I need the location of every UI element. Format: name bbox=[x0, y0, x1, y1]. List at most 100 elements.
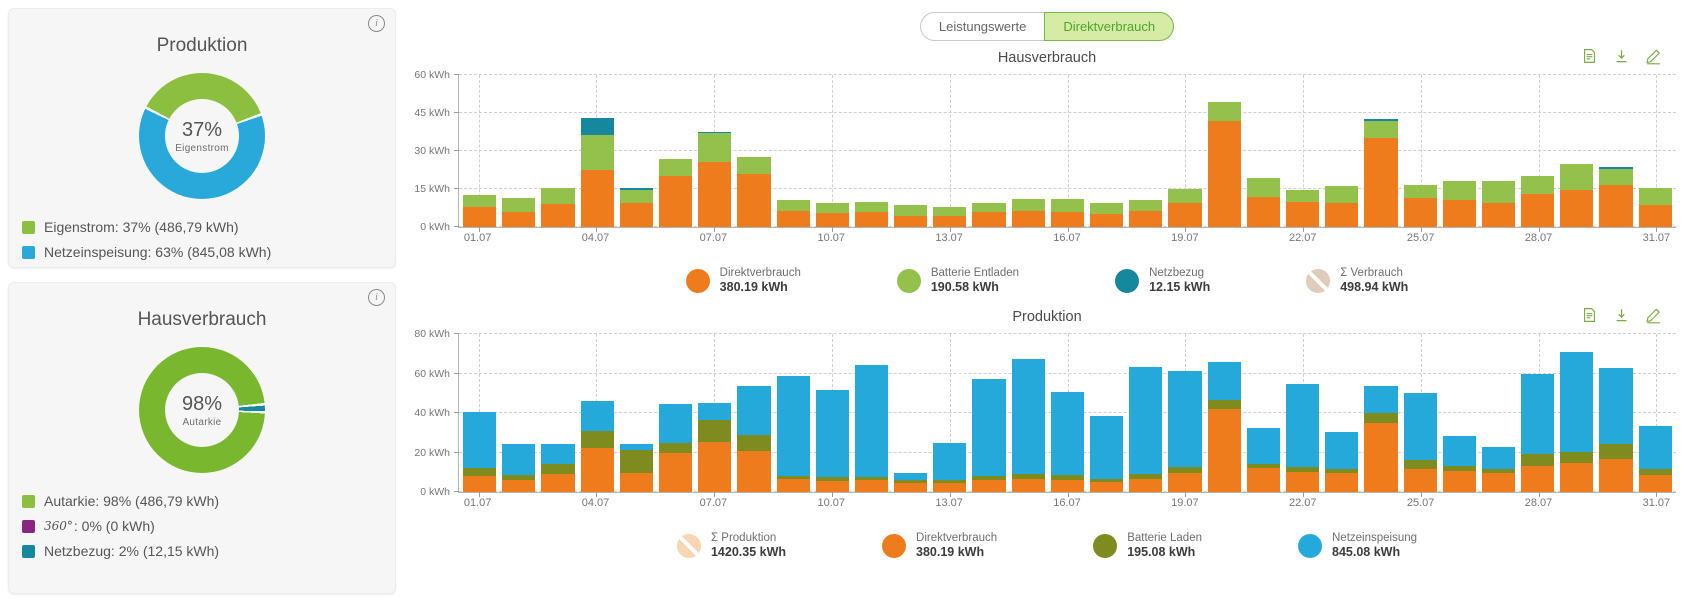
bar-segment bbox=[698, 419, 732, 442]
legend-item: Netzeinspeisung: 63% (845,08 kWh) bbox=[22, 244, 395, 260]
bar-segment bbox=[502, 197, 536, 212]
download-icon[interactable] bbox=[1613, 47, 1630, 65]
bar-segment bbox=[972, 379, 1006, 477]
legend-dot bbox=[676, 534, 701, 558]
bar-segment bbox=[1090, 415, 1124, 480]
chart-legend-item[interactable]: Netzbezug 12.15 kWh bbox=[1115, 260, 1210, 302]
x-tick bbox=[1538, 492, 1540, 497]
bar-segment bbox=[1207, 400, 1241, 410]
bar-segment bbox=[815, 477, 849, 482]
y-tick bbox=[454, 150, 459, 151]
chart-legend-item[interactable]: Batterie Laden 195.08 kWh bbox=[1093, 525, 1202, 567]
donut-ring bbox=[139, 73, 265, 199]
bar-segment bbox=[1246, 464, 1280, 469]
legend-series-value: 190.58 kWh bbox=[930, 280, 999, 295]
legend-series-name: Direktverbrauch bbox=[719, 267, 801, 279]
bar-segment bbox=[1246, 427, 1280, 465]
v-gridline bbox=[1656, 75, 1658, 227]
card-title: Produktion bbox=[156, 35, 248, 56]
v-gridline bbox=[831, 75, 833, 227]
chart-legend-item[interactable]: Direktverbrauch 380.19 kWh bbox=[882, 525, 997, 567]
bar-segment bbox=[463, 195, 497, 207]
bar-segment bbox=[1050, 211, 1084, 227]
bar-segment bbox=[1442, 466, 1476, 472]
info-icon[interactable]: i bbox=[368, 289, 385, 306]
stacked-bar bbox=[1599, 75, 1633, 227]
plot-area: 0 kWh 20 kWh 40 kWh 60 kWh 80 kWh bbox=[414, 328, 1676, 498]
bar-segment bbox=[698, 441, 732, 492]
edit-icon[interactable] bbox=[1645, 47, 1662, 65]
donut-value: 98% bbox=[181, 392, 223, 415]
bar-segment bbox=[972, 476, 1006, 481]
bar-segment bbox=[1364, 422, 1398, 492]
x-tick bbox=[1420, 492, 1422, 497]
bar-segment bbox=[1599, 166, 1633, 169]
x-axis-label: 16.07 bbox=[1053, 497, 1081, 509]
bar-segment bbox=[1599, 185, 1633, 227]
x-axis-label: 28.07 bbox=[1524, 497, 1553, 509]
x-axis-label: 07.07 bbox=[699, 497, 728, 509]
bar-segment bbox=[1560, 463, 1594, 492]
x-axis-label: 10.07 bbox=[817, 497, 846, 509]
chart-legend-item[interactable]: Σ Produktion 1420.35 kWh bbox=[676, 525, 786, 567]
y-tick bbox=[454, 112, 459, 113]
toggle-direktverbrauch[interactable]: Direktverbrauch bbox=[1044, 12, 1175, 41]
bar-segment bbox=[972, 202, 1006, 212]
bar-segment bbox=[658, 176, 693, 227]
bar-segment bbox=[502, 211, 536, 227]
download-icon[interactable] bbox=[1613, 306, 1630, 324]
info-icon[interactable]: i bbox=[368, 15, 385, 32]
edit-icon[interactable] bbox=[1645, 306, 1662, 324]
bar-segment bbox=[894, 215, 928, 227]
bar-segment bbox=[933, 483, 967, 492]
bar-segment bbox=[933, 215, 967, 227]
stacked-bar bbox=[1011, 334, 1045, 492]
stacked-bar bbox=[502, 334, 536, 492]
bar-segment bbox=[894, 205, 928, 216]
chart-legend-item[interactable]: Batterie Entladen 190.58 kWh bbox=[896, 260, 1019, 302]
chart-legend-item[interactable]: Netzeinspeisung 845.08 kWh bbox=[1298, 525, 1417, 567]
donut-center: 98% Autarkie bbox=[139, 347, 265, 473]
bar-segment bbox=[541, 187, 575, 205]
stacked-bar bbox=[1129, 334, 1163, 492]
x-axis-label: 31.07 bbox=[1642, 497, 1671, 509]
chart-legend-item[interactable]: Σ Verbrauch 498.94 kWh bbox=[1306, 260, 1408, 302]
stacked-bar bbox=[815, 334, 849, 492]
x-tick bbox=[1303, 227, 1305, 232]
donut-value: 37% bbox=[181, 118, 223, 141]
legend-series-name: Batterie Laden bbox=[1127, 532, 1202, 544]
bar-segment bbox=[658, 452, 693, 492]
bar-segment bbox=[1129, 479, 1163, 492]
x-axis-label: 07.07 bbox=[699, 232, 728, 244]
bar-segment bbox=[541, 204, 575, 227]
legend-swatch bbox=[22, 519, 35, 533]
hausverbrauch-chart: Hausverbrauch 0 kWh 15 kWh 30 kWh 45 kWh 60 … bbox=[402, 47, 1692, 302]
bar-segment bbox=[1168, 473, 1202, 492]
x-axis-label: 25.07 bbox=[1406, 232, 1435, 244]
bar-segment bbox=[1285, 472, 1320, 492]
stacked-bar bbox=[737, 334, 771, 492]
stacked-bar bbox=[1285, 334, 1320, 492]
toggle-leistungswerte[interactable]: Leistungswerte bbox=[919, 12, 1045, 41]
report-icon[interactable] bbox=[1581, 306, 1598, 324]
chart-title: Hausverbrauch bbox=[997, 50, 1097, 66]
stacked-bar bbox=[854, 334, 889, 492]
bar-segment bbox=[541, 443, 575, 465]
report-icon[interactable] bbox=[1581, 47, 1598, 65]
stacked-bar bbox=[1638, 75, 1672, 227]
chart-legend-item[interactable]: Direktverbrauch 380.19 kWh bbox=[685, 260, 801, 302]
bar-segment bbox=[1442, 200, 1476, 227]
bar-segment bbox=[776, 210, 810, 227]
bar-segment bbox=[854, 201, 889, 212]
y-tick bbox=[454, 226, 459, 227]
bar-segment bbox=[1050, 480, 1084, 492]
bar-segment bbox=[933, 480, 967, 484]
v-gridline bbox=[1420, 75, 1422, 227]
bar-segment bbox=[1364, 138, 1398, 227]
stacked-bar bbox=[1090, 75, 1124, 227]
bar-segment bbox=[1521, 176, 1555, 195]
v-gridline bbox=[1185, 75, 1187, 227]
bar-segment bbox=[1090, 482, 1124, 492]
bar-segment bbox=[1246, 468, 1280, 492]
x-axis-labels: 01.07 04.07 07.07 10.07 13.07 16.07 19.07 22.07… bbox=[458, 228, 1676, 246]
